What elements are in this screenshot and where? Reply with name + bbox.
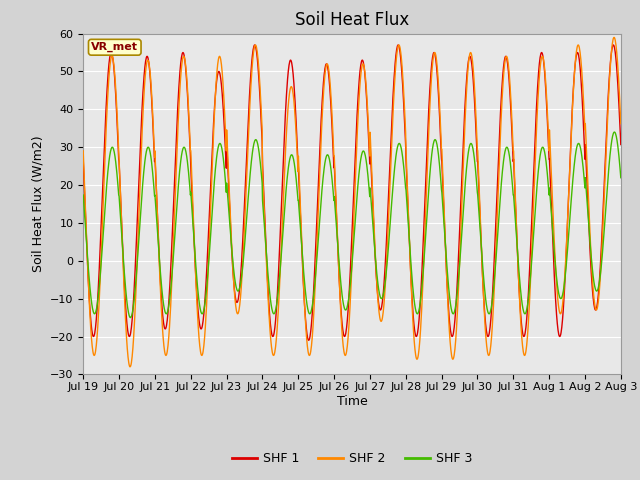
Y-axis label: Soil Heat Flux (W/m2): Soil Heat Flux (W/m2) [31, 136, 44, 272]
Title: Soil Heat Flux: Soil Heat Flux [295, 11, 409, 29]
X-axis label: Time: Time [337, 395, 367, 408]
Text: VR_met: VR_met [92, 42, 138, 52]
Legend: SHF 1, SHF 2, SHF 3: SHF 1, SHF 2, SHF 3 [227, 447, 477, 470]
